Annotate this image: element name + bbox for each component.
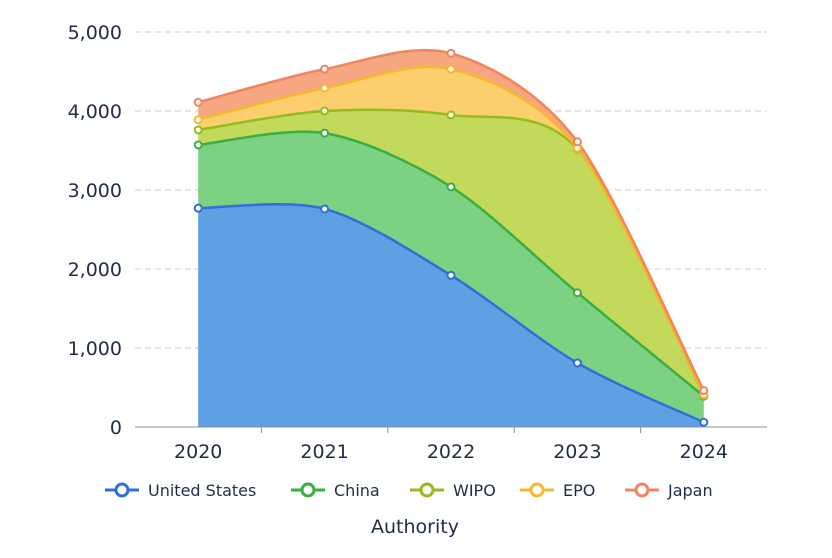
x-tick-label: 2023 bbox=[553, 441, 601, 463]
legend-item[interactable]: United States bbox=[105, 481, 256, 500]
y-tick-label: 1,000 bbox=[68, 338, 122, 360]
legend-item[interactable]: China bbox=[291, 481, 380, 500]
point-china bbox=[321, 130, 328, 137]
x-tick-label: 2022 bbox=[427, 441, 475, 463]
x-tick-label: 2021 bbox=[300, 441, 348, 463]
legend-label: China bbox=[334, 481, 380, 500]
legend-swatch-marker bbox=[636, 484, 648, 496]
legend-item[interactable]: Japan bbox=[625, 481, 713, 500]
point-japan bbox=[448, 50, 455, 57]
legend-swatch-marker bbox=[116, 484, 128, 496]
point-wipo bbox=[195, 126, 202, 133]
point-japan bbox=[195, 99, 202, 106]
point-wipo bbox=[321, 108, 328, 115]
legend-label: Japan bbox=[667, 481, 713, 500]
y-tick-label: 0 bbox=[110, 417, 122, 439]
y-tick-label: 2,000 bbox=[68, 259, 122, 281]
legend-label: United States bbox=[148, 481, 256, 500]
point-wipo bbox=[448, 111, 455, 118]
point-china bbox=[574, 289, 581, 296]
area-fills bbox=[198, 50, 704, 427]
legend-label: EPO bbox=[563, 481, 595, 500]
y-tick-label: 3,000 bbox=[68, 180, 122, 202]
point-epo bbox=[448, 66, 455, 73]
legend-label: WIPO bbox=[453, 481, 496, 500]
legend-swatch-marker bbox=[421, 484, 433, 496]
legend-item[interactable]: WIPO bbox=[410, 481, 496, 500]
point-epo bbox=[195, 116, 202, 123]
stacked-area-chart: 01,0002,0003,0004,0005,000 2020202120222… bbox=[0, 0, 832, 558]
point-china bbox=[195, 141, 202, 148]
y-axis-ticks: 0 1,000 2,000 3,000 4,000 5,000 bbox=[68, 22, 122, 439]
point-united-states bbox=[321, 205, 328, 212]
point-japan bbox=[321, 66, 328, 73]
y-tick-label: 4,000 bbox=[68, 101, 122, 123]
point-united-states bbox=[195, 205, 202, 212]
x-tick-label: 2020 bbox=[174, 441, 222, 463]
point-china bbox=[448, 183, 455, 190]
point-united-states bbox=[574, 360, 581, 367]
legend-swatch-marker bbox=[531, 484, 543, 496]
legend-item[interactable]: EPO bbox=[520, 481, 595, 500]
point-united-states bbox=[700, 419, 707, 426]
legend-swatch-marker bbox=[302, 484, 314, 496]
point-japan bbox=[700, 387, 707, 394]
legend: United States China WIPO EPO Japan bbox=[105, 481, 713, 500]
point-epo bbox=[321, 85, 328, 92]
x-tick-label: 2024 bbox=[680, 441, 728, 463]
x-axis-ticks: 2020 2021 2022 2023 2024 bbox=[174, 441, 728, 463]
point-japan bbox=[574, 138, 581, 145]
axes bbox=[135, 427, 767, 433]
x-axis-title: Authority bbox=[371, 516, 459, 538]
point-united-states bbox=[448, 272, 455, 279]
y-tick-label: 5,000 bbox=[68, 22, 122, 44]
